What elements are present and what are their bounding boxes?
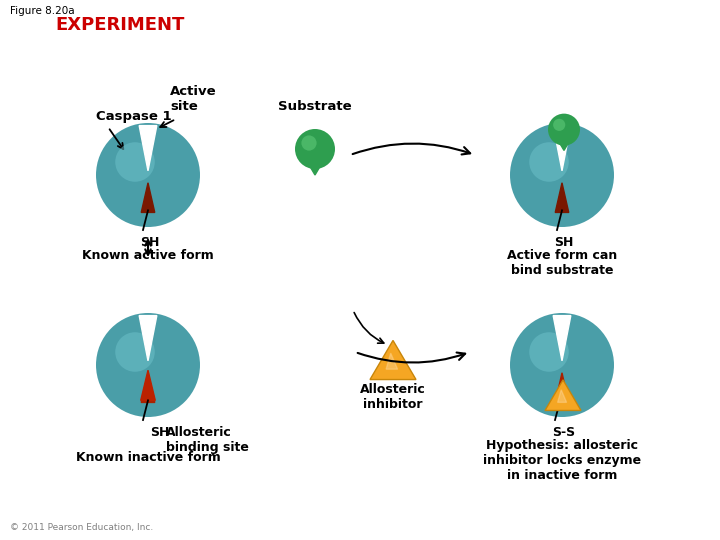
FancyArrowPatch shape: [353, 144, 470, 154]
Polygon shape: [555, 373, 569, 402]
Text: S-S: S-S: [552, 426, 575, 439]
Polygon shape: [140, 370, 156, 400]
Circle shape: [302, 136, 317, 151]
Circle shape: [529, 332, 569, 372]
Text: SH: SH: [554, 236, 574, 249]
Text: EXPERIMENT: EXPERIMENT: [55, 16, 184, 34]
Circle shape: [115, 332, 155, 372]
Polygon shape: [553, 315, 571, 361]
Text: © 2011 Pearson Education, Inc.: © 2011 Pearson Education, Inc.: [10, 523, 153, 532]
Text: Active form can
bind substrate: Active form can bind substrate: [507, 249, 617, 277]
Circle shape: [115, 142, 155, 182]
Text: Known inactive form: Known inactive form: [76, 451, 220, 464]
Text: Caspase 1: Caspase 1: [96, 110, 171, 123]
Circle shape: [529, 142, 569, 182]
Polygon shape: [552, 131, 575, 151]
Text: Allosteric
inhibitor: Allosteric inhibitor: [360, 383, 426, 411]
Text: Figure 8.20a: Figure 8.20a: [10, 6, 75, 16]
Text: Hypothesis: allosteric
inhibitor locks enzyme
in inactive form: Hypothesis: allosteric inhibitor locks e…: [483, 439, 641, 482]
Polygon shape: [139, 315, 157, 361]
Circle shape: [553, 119, 565, 131]
Circle shape: [548, 113, 580, 146]
Circle shape: [96, 313, 200, 417]
Text: SH: SH: [150, 426, 169, 439]
Polygon shape: [555, 183, 569, 212]
Circle shape: [295, 129, 335, 169]
Circle shape: [510, 123, 614, 227]
Polygon shape: [557, 390, 567, 402]
Circle shape: [96, 123, 200, 227]
Text: Allosteric
binding site: Allosteric binding site: [166, 426, 249, 454]
Polygon shape: [370, 340, 416, 380]
Polygon shape: [141, 373, 155, 402]
Polygon shape: [139, 126, 157, 171]
Polygon shape: [553, 126, 571, 171]
Text: Active
site: Active site: [170, 85, 217, 113]
Text: Substrate: Substrate: [278, 100, 352, 113]
FancyArrowPatch shape: [358, 353, 465, 362]
Polygon shape: [141, 183, 155, 212]
Polygon shape: [301, 151, 329, 175]
Circle shape: [510, 313, 614, 417]
Text: Known active form: Known active form: [82, 249, 214, 262]
Polygon shape: [545, 380, 581, 410]
Text: SH: SH: [140, 236, 160, 249]
Polygon shape: [386, 353, 397, 369]
